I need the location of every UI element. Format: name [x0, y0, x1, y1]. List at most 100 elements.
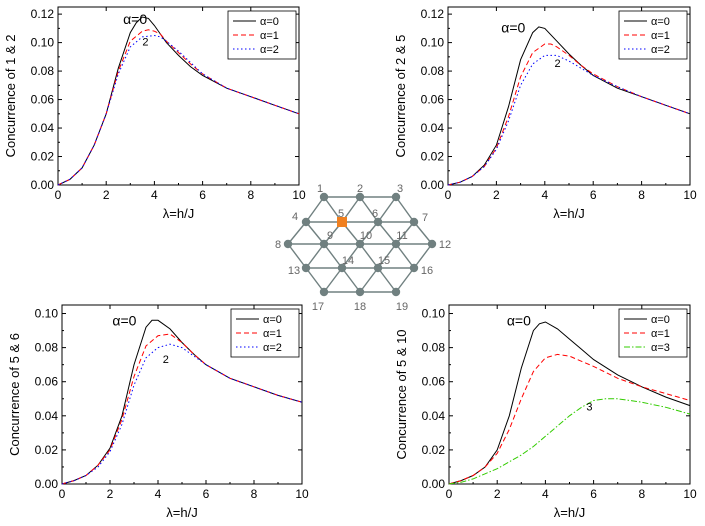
legend-label-0: α=0	[651, 314, 670, 326]
y-tick-label: 0.02	[421, 150, 445, 164]
y-axis-label: Concurrence of 1 & 2	[3, 35, 18, 158]
lattice-bond	[395, 243, 415, 269]
y-tick-label: 0.04	[421, 121, 445, 135]
y-axis-label: Concurrence of 2 & 5	[393, 35, 408, 158]
lattice-site	[409, 263, 419, 273]
lattice-site-label: 5	[338, 208, 344, 220]
lattice-bond	[377, 243, 397, 269]
lattice-bond	[305, 221, 325, 245]
lattice-bond	[395, 267, 415, 293]
lattice-site-label: 6	[372, 208, 378, 220]
lattice-site-highlighted	[337, 217, 347, 227]
y-tick-label: 0.08	[35, 341, 59, 355]
lattice-site-label: 13	[288, 265, 300, 277]
lattice-bond	[413, 243, 433, 269]
lattice-site	[337, 263, 347, 273]
y-tick-label: 0.04	[35, 409, 59, 423]
x-tick-label: 6	[590, 188, 597, 202]
lattice-site-label: 18	[354, 301, 366, 313]
x-tick-label: 4	[155, 487, 162, 501]
x-tick-label: 0	[445, 188, 452, 202]
series-line-0	[448, 321, 691, 485]
x-tick-label: 4	[151, 188, 158, 202]
x-tick-label: 4	[541, 188, 548, 202]
x-axis-label: λ=h/J	[553, 206, 584, 221]
x-tick-label: 2	[103, 188, 110, 202]
lattice-site	[355, 192, 365, 202]
y-axis-label: Concurrence of 5 & 10	[394, 329, 409, 459]
legend-box	[227, 10, 297, 60]
curve-annotation: α=0	[123, 11, 147, 27]
lattice-site-label: 15	[378, 255, 390, 267]
x-tick-label: 8	[247, 188, 254, 202]
x-axis-label: λ=h/J	[163, 206, 194, 221]
y-tick-label: 0.02	[35, 443, 59, 457]
x-tick-label: 0	[55, 188, 62, 202]
y-axis-label: Concurrence of 5 & 6	[7, 333, 22, 456]
x-tick-label: 2	[107, 487, 114, 501]
lattice-site-label: 14	[342, 255, 354, 267]
lattice-bond	[359, 243, 379, 269]
x-tick-label: 8	[638, 487, 645, 501]
chart-panel-concurrence-1-2: 0 2 4 6 8 10 0.00 0.02 0.04 0.06 0.08 0.10 0.12 λ=h/J…	[3, 6, 306, 221]
lattice-bond	[323, 243, 343, 269]
y-tick-label: 0.06	[421, 93, 445, 107]
lattice-site-label: 8	[275, 239, 281, 251]
lattice-site-label: 12	[439, 239, 451, 251]
lattice-site	[409, 217, 419, 227]
y-tick-label: 0.10	[422, 307, 446, 321]
series-line-2	[447, 54, 691, 186]
lattice-bond	[341, 243, 361, 269]
lattice-site-label: 1	[317, 183, 323, 195]
curve-annotation: α=0	[112, 312, 136, 328]
legend-label-1: α=1	[263, 328, 282, 340]
legend-label-1: α=1	[651, 328, 670, 340]
x-tick-label: 0	[446, 487, 453, 501]
y-tick-label: 0.00	[31, 178, 55, 192]
lattice-site	[427, 239, 437, 249]
y-tick-label: 0.04	[422, 409, 446, 423]
curve-annotation: 2	[142, 36, 148, 48]
x-axis-label: λ=h/J	[166, 505, 197, 520]
legend-label-2: α=2	[260, 44, 279, 56]
chart-panel-concurrence-5-10: 0 2 4 6 8 10 0.00 0.02 0.04 0.06 0.08 0.10 λ=h/J Conc…	[394, 304, 697, 520]
lattice-site-label: 17	[312, 301, 324, 313]
series-line-1	[57, 29, 300, 186]
y-tick-label: 0.12	[31, 7, 55, 21]
lattice-site	[319, 192, 329, 202]
y-tick-label: 0.06	[422, 375, 446, 389]
series-line-2	[61, 343, 303, 485]
lattice-bond	[359, 267, 379, 293]
lattice-bond	[305, 267, 325, 293]
y-tick-label: 0.02	[422, 443, 446, 457]
series-line-0	[57, 16, 300, 186]
legend-label-1: α=1	[260, 30, 279, 42]
lattice-site-label: 16	[421, 265, 433, 277]
lattice-site	[301, 217, 311, 227]
lattice-bond	[305, 243, 325, 269]
x-tick-label: 0	[59, 487, 66, 501]
series-line-1	[61, 333, 303, 485]
x-tick-label: 8	[251, 487, 258, 501]
legend-box	[230, 308, 300, 358]
lattice-site	[373, 217, 383, 227]
curve-annotation: α=0	[507, 312, 531, 328]
y-tick-label: 0.00	[421, 178, 445, 192]
legend-label-0: α=0	[651, 16, 670, 28]
legend: α=0 α=1 α=2	[618, 10, 688, 60]
series-line-1	[448, 353, 691, 485]
legend-box	[618, 10, 688, 60]
x-tick-label: 2	[493, 188, 500, 202]
y-tick-label: 0.04	[31, 121, 55, 135]
x-axis-label: λ=h/J	[554, 505, 585, 520]
y-tick-label: 0.06	[31, 93, 55, 107]
lattice-site-label: 11	[396, 230, 407, 242]
lattice-bond	[377, 267, 397, 293]
lattice-bond	[341, 267, 361, 293]
lattice-bond	[287, 221, 307, 245]
lattice-bond	[395, 196, 415, 223]
y-tick-label: 0.02	[31, 150, 55, 164]
lattice-bond	[395, 221, 415, 245]
